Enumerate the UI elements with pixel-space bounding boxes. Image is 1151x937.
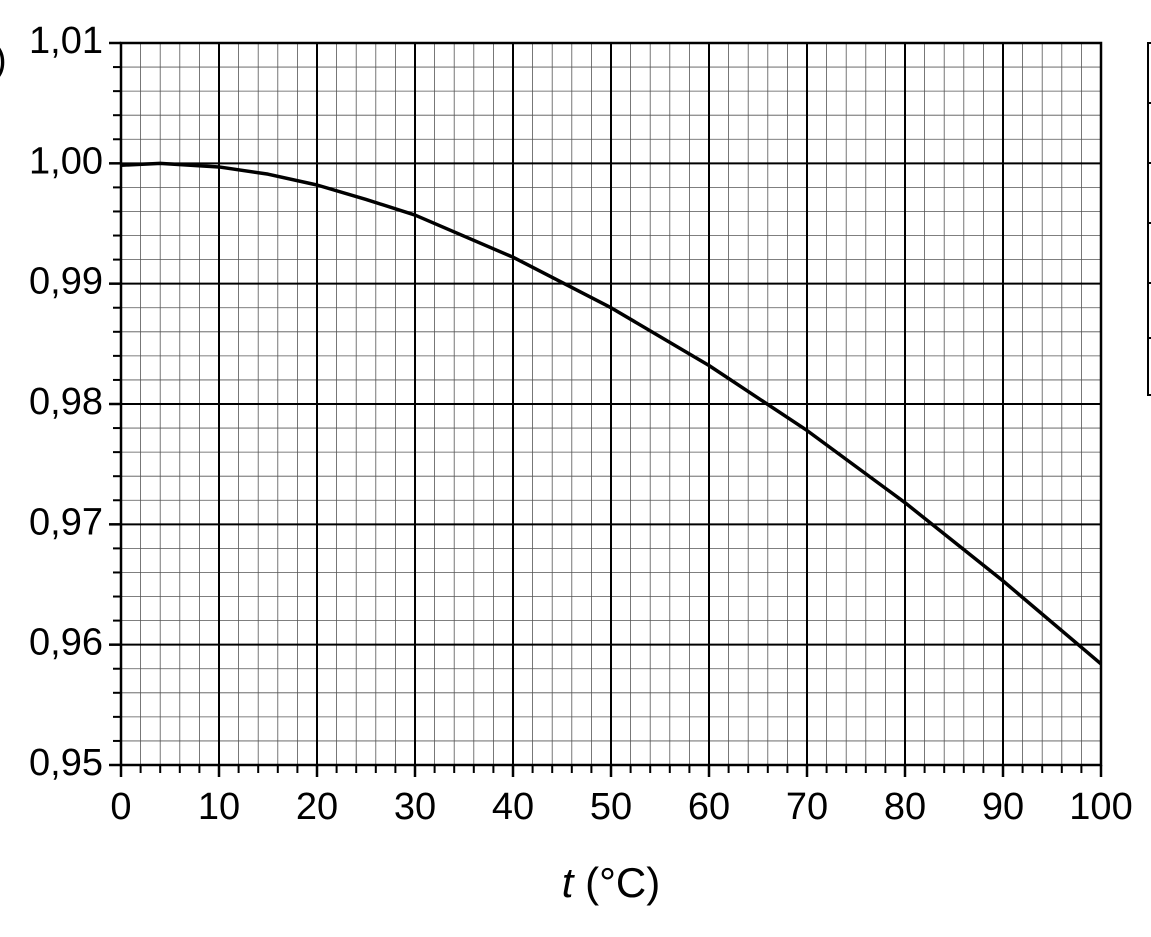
y-tick-label: 1,01 <box>29 20 103 62</box>
y-tick-label: 0,99 <box>29 261 103 303</box>
y-tick-label: 0,95 <box>29 742 103 784</box>
x-tick-label: 80 <box>884 786 926 828</box>
x-axis-label: t (°C) <box>562 859 660 906</box>
y-tick-label: 0,96 <box>29 622 103 664</box>
plot-frame <box>119 41 1103 767</box>
x-tick-label: 60 <box>688 786 730 828</box>
cropped-label: ) <box>0 39 7 81</box>
x-tick-label: 100 <box>1069 786 1132 828</box>
x-tick-label: 10 <box>198 786 240 828</box>
x-tick-label: 40 <box>492 786 534 828</box>
data-line <box>120 161 1103 666</box>
y-tick-label: 1,00 <box>29 140 103 182</box>
x-tick-label: 90 <box>982 786 1024 828</box>
x-tick-label: 70 <box>786 786 828 828</box>
table-frame <box>1147 42 1151 396</box>
x-tick-label: 30 <box>394 786 436 828</box>
x-tick-label: 20 <box>296 786 338 828</box>
x-tick-label: 50 <box>590 786 632 828</box>
y-tick-label: 0,98 <box>29 381 103 423</box>
y-tick-label: 0,97 <box>29 501 103 543</box>
x-tick-label: 0 <box>110 786 131 828</box>
x-axis-unit: (°C) <box>585 859 660 906</box>
x-axis-symbol: t <box>562 859 576 906</box>
